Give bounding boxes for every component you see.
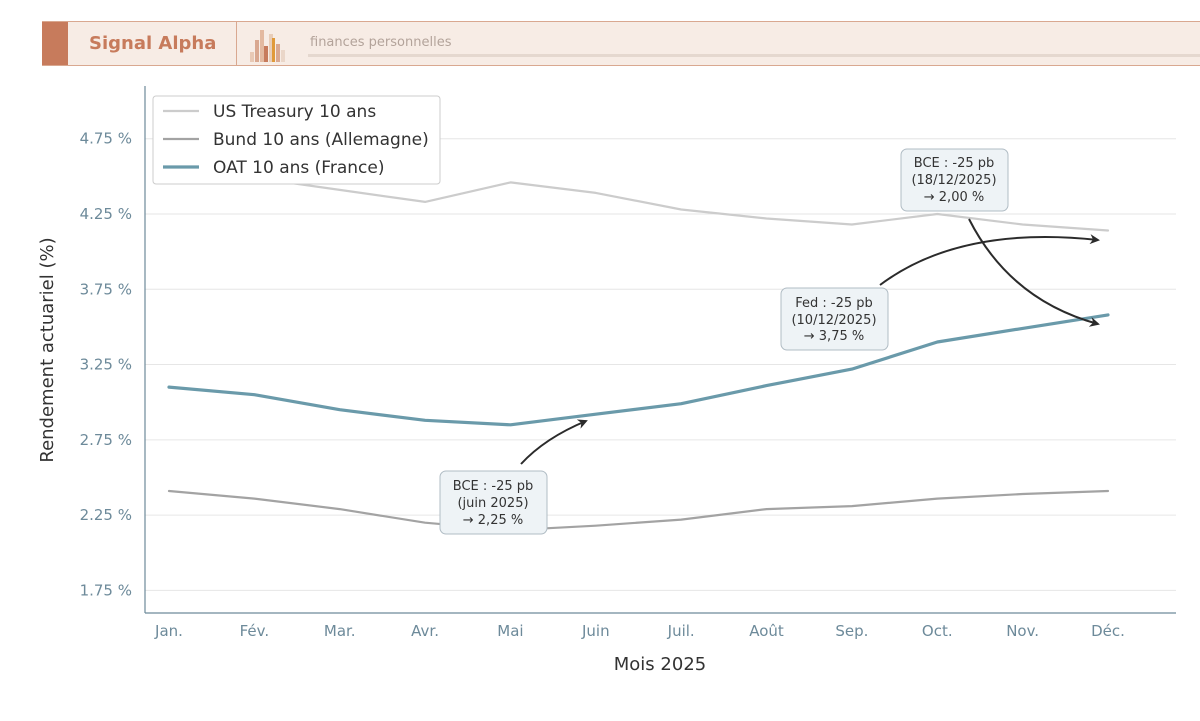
brand-swatch (42, 22, 68, 65)
x-tick-label: Déc. (1091, 622, 1125, 640)
header-banner: Signal Alpha finances personnelles (42, 21, 1200, 66)
y-tick-label: 3.25 % (80, 356, 132, 374)
series-line-us-treasury (167, 173, 1110, 232)
annotation-arrow-fed-dec (879, 234, 1100, 286)
annotation-bce-dec-line-2: (18/12/2025) (911, 173, 996, 188)
y-tick-label: 4.75 % (80, 130, 132, 148)
legend-label-us: US Treasury 10 ans (213, 102, 376, 122)
y-tick-label: 1.75 % (80, 581, 132, 599)
x-axis-label: Mois 2025 (614, 654, 706, 675)
annotation-box-fed-dec (780, 287, 889, 351)
annotation-bce-june-line-3: → 2,25 % (463, 513, 523, 528)
annotation-bce-dec-line-3: → 2,00 % (924, 190, 984, 205)
series-line-oat (167, 313, 1110, 427)
legend: US Treasury 10 ans Bund 10 ans (Allemagn… (152, 95, 441, 185)
annotation-fed-dec-line-2: (10/12/2025) (791, 313, 876, 328)
annotation-fed-dec-line-3: → 3,75 % (804, 329, 864, 344)
x-tick-label: Sep. (835, 622, 868, 640)
x-tick-label: Juil. (667, 622, 695, 640)
annotation-bce-dec: BCE : -25 pb (18/12/2025) → 2,00 % (900, 148, 1100, 327)
gridlines (145, 138, 1176, 591)
x-tick-label: Nov. (1006, 622, 1039, 640)
annotation-bce-june-line-2: (juin 2025) (457, 496, 528, 511)
y-tick-label: 3.75 % (80, 280, 132, 298)
x-tick-labels: Jan. Fév. Mar. Avr. Mai Juin Juil. Août Sep. Oct.… (154, 622, 1125, 640)
y-tick-labels: 1.75 % 2.25 % 2.75 % 3.25 % 3.75 % 4.25 % 4.75… (80, 130, 132, 600)
legend-label-oat: OAT 10 ans (France) (213, 158, 384, 178)
annotation-bce-june-line-1: BCE : -25 pb (453, 479, 534, 494)
annotation-fed-dec: Fed : -25 pb (10/12/2025) → 3,75 % (780, 234, 1100, 351)
series-line-bund (167, 489, 1110, 532)
y-tick-label: 2.25 % (80, 506, 132, 524)
y-axis-label: Rendement actuariel (%) (37, 237, 58, 462)
legend-box (152, 95, 441, 185)
header-divider (236, 22, 237, 65)
tagline-rule (308, 54, 1200, 57)
x-tick-label: Fév. (240, 622, 270, 640)
brand-name: Signal Alpha (89, 33, 217, 54)
x-tick-label: Août (749, 622, 784, 640)
x-tick-label: Avr. (411, 622, 439, 640)
annotation-bce-dec-line-1: BCE : -25 pb (914, 156, 995, 171)
annotation-arrow-bce-june (520, 419, 588, 465)
y-tick-label: 4.25 % (80, 205, 132, 223)
y-tick-label: 2.75 % (80, 431, 132, 449)
x-tick-label: Jan. (154, 622, 183, 640)
annotation-bce-june: BCE : -25 pb (juin 2025) → 2,25 % (439, 419, 588, 535)
bar-chart-logo-icon (250, 30, 285, 62)
x-tick-label: Juin (581, 622, 610, 640)
x-tick-label: Mai (497, 622, 523, 640)
x-tick-label: Mar. (324, 622, 356, 640)
annotation-box-bce-june (439, 470, 548, 535)
annotation-fed-dec-line-1: Fed : -25 pb (795, 296, 873, 311)
legend-label-bund: Bund 10 ans (Allemagne) (213, 130, 429, 150)
tagline: finances personnelles (310, 35, 452, 50)
x-tick-label: Oct. (922, 622, 953, 640)
series-lines (167, 173, 1110, 532)
annotation-box-bce-dec (900, 148, 1009, 212)
annotation-arrow-bce-dec (968, 218, 1100, 327)
